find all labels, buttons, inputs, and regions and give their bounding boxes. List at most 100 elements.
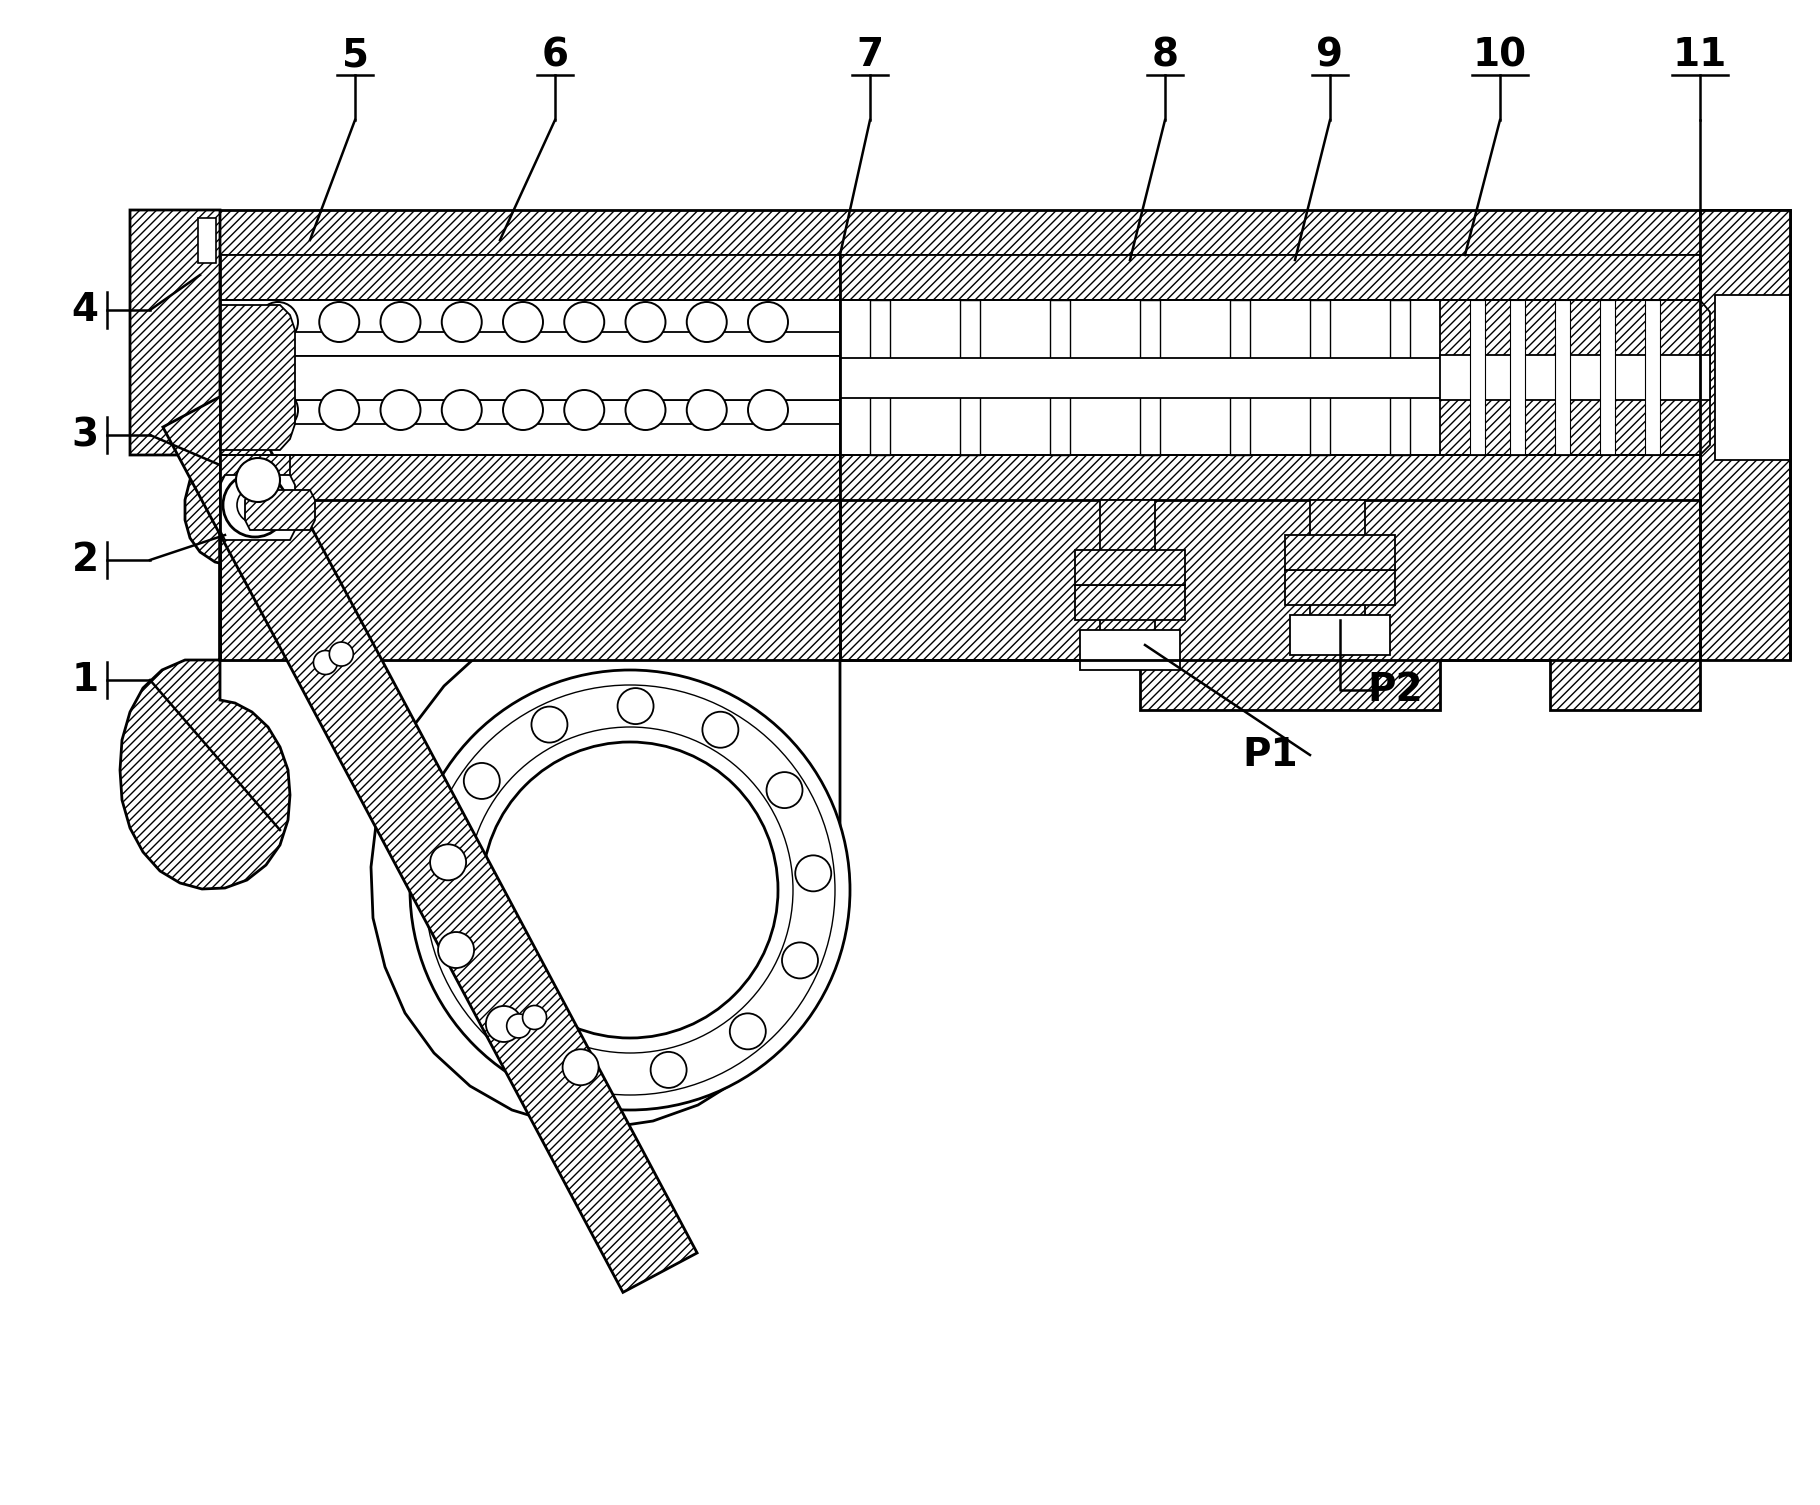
Circle shape xyxy=(464,763,501,799)
Polygon shape xyxy=(129,211,278,566)
Polygon shape xyxy=(1285,570,1394,605)
Circle shape xyxy=(531,706,568,742)
Polygon shape xyxy=(220,500,841,1129)
Bar xyxy=(1050,299,1070,455)
Polygon shape xyxy=(120,450,289,889)
Circle shape xyxy=(380,303,420,342)
Circle shape xyxy=(468,727,794,1054)
Polygon shape xyxy=(1440,299,1711,455)
Polygon shape xyxy=(220,306,295,450)
Text: 3: 3 xyxy=(71,415,98,455)
Polygon shape xyxy=(1099,500,1156,655)
Polygon shape xyxy=(841,254,1700,299)
Circle shape xyxy=(258,303,298,342)
Circle shape xyxy=(224,473,288,537)
Bar xyxy=(1471,299,1485,455)
Polygon shape xyxy=(1076,585,1185,620)
Polygon shape xyxy=(220,500,841,661)
Bar xyxy=(229,333,841,357)
Bar xyxy=(1230,299,1250,455)
Circle shape xyxy=(313,650,337,674)
Polygon shape xyxy=(1076,549,1185,585)
Polygon shape xyxy=(162,388,697,1293)
Circle shape xyxy=(258,390,298,430)
Bar xyxy=(1390,299,1410,455)
Circle shape xyxy=(442,390,482,430)
Text: 10: 10 xyxy=(1472,36,1527,74)
Polygon shape xyxy=(1700,211,1791,661)
Text: 7: 7 xyxy=(857,36,883,74)
Bar xyxy=(959,299,979,455)
Circle shape xyxy=(318,303,359,342)
Bar xyxy=(1139,299,1159,455)
Circle shape xyxy=(426,685,835,1096)
Circle shape xyxy=(795,855,832,891)
Polygon shape xyxy=(1285,534,1394,570)
Bar xyxy=(1600,299,1614,455)
Text: 5: 5 xyxy=(342,36,368,74)
Polygon shape xyxy=(246,491,315,530)
Bar xyxy=(1310,299,1330,455)
Circle shape xyxy=(237,488,273,524)
Bar xyxy=(1511,299,1525,455)
Circle shape xyxy=(562,1049,599,1085)
Bar xyxy=(1290,616,1390,655)
Circle shape xyxy=(686,303,726,342)
Text: 11: 11 xyxy=(1673,36,1727,74)
Text: 4: 4 xyxy=(71,290,98,330)
Circle shape xyxy=(329,643,353,667)
Bar xyxy=(229,400,841,424)
Text: P2: P2 xyxy=(1367,671,1423,709)
Circle shape xyxy=(439,932,473,968)
Circle shape xyxy=(686,390,726,430)
Text: 2: 2 xyxy=(71,540,98,579)
Circle shape xyxy=(564,390,604,430)
Circle shape xyxy=(564,303,604,342)
Polygon shape xyxy=(220,455,841,500)
Bar xyxy=(198,218,217,263)
Text: 1: 1 xyxy=(71,661,98,698)
Text: 9: 9 xyxy=(1316,36,1343,74)
Circle shape xyxy=(506,1014,531,1038)
Circle shape xyxy=(766,772,803,808)
Bar xyxy=(841,299,1700,455)
Polygon shape xyxy=(220,476,295,540)
Text: 6: 6 xyxy=(542,36,568,74)
Circle shape xyxy=(522,1005,546,1029)
Bar xyxy=(1645,299,1660,455)
Circle shape xyxy=(318,390,359,430)
Polygon shape xyxy=(841,455,1700,500)
Bar xyxy=(841,358,1711,397)
Circle shape xyxy=(482,742,777,1038)
Bar xyxy=(870,299,890,455)
Circle shape xyxy=(650,1052,686,1088)
Circle shape xyxy=(237,458,280,503)
Circle shape xyxy=(502,390,542,430)
Text: 8: 8 xyxy=(1152,36,1179,74)
Circle shape xyxy=(748,303,788,342)
Circle shape xyxy=(703,712,739,748)
Polygon shape xyxy=(220,455,289,521)
Circle shape xyxy=(617,688,653,724)
Polygon shape xyxy=(129,211,1791,254)
Circle shape xyxy=(430,844,466,880)
Bar xyxy=(229,357,841,400)
Circle shape xyxy=(730,1013,766,1049)
Polygon shape xyxy=(1310,500,1365,640)
Circle shape xyxy=(626,390,666,430)
Circle shape xyxy=(486,1005,522,1041)
Bar xyxy=(1079,631,1179,670)
Polygon shape xyxy=(220,254,841,299)
Circle shape xyxy=(410,670,850,1111)
Bar xyxy=(1714,295,1791,461)
Bar xyxy=(1440,355,1711,400)
Circle shape xyxy=(783,942,817,978)
Circle shape xyxy=(442,303,482,342)
Circle shape xyxy=(502,303,542,342)
Bar xyxy=(1554,299,1571,455)
Polygon shape xyxy=(841,500,1700,710)
Circle shape xyxy=(626,303,666,342)
Circle shape xyxy=(380,390,420,430)
Circle shape xyxy=(748,390,788,430)
Text: P1: P1 xyxy=(1243,736,1298,774)
